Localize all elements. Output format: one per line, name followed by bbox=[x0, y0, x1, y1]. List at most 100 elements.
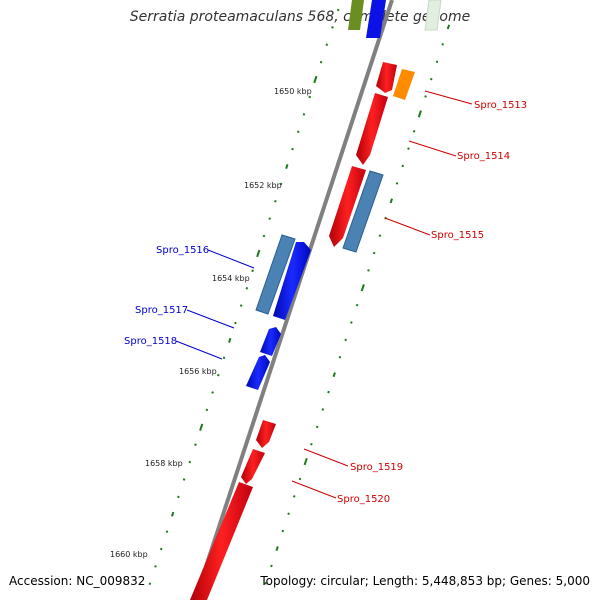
tick-mark bbox=[319, 60, 323, 64]
tick-mark bbox=[296, 130, 300, 133]
tick-mark bbox=[274, 200, 277, 203]
tick-mark bbox=[331, 26, 334, 29]
tick-mark bbox=[367, 269, 370, 272]
tick-mark bbox=[412, 130, 416, 133]
gene-spro-1519 bbox=[256, 420, 276, 448]
gene-spro-1518 bbox=[246, 355, 270, 390]
tick-mark bbox=[177, 495, 180, 499]
tick-mark bbox=[355, 303, 359, 307]
tick-mark bbox=[315, 425, 319, 429]
tick-mark bbox=[279, 182, 283, 186]
tick-mark bbox=[302, 113, 306, 116]
leader-spro-1520 bbox=[291, 480, 337, 499]
tick-mark bbox=[268, 217, 271, 220]
gene-spro-1520-small bbox=[241, 449, 265, 484]
tick-mark bbox=[407, 147, 410, 150]
leader-spro-1518 bbox=[175, 340, 223, 360]
tick-mark bbox=[281, 529, 285, 533]
tick-mark bbox=[154, 565, 157, 568]
tick-mark bbox=[264, 582, 267, 585]
leader-spro-1514 bbox=[408, 140, 457, 157]
gene-spro-1516-rna bbox=[255, 234, 296, 315]
tick-mark bbox=[372, 251, 376, 255]
gene-spro-1516 bbox=[273, 242, 311, 320]
scale-label-1650: 1650 kbp bbox=[274, 87, 312, 96]
gene-label-spro-1518[interactable]: Spro_1518 bbox=[124, 336, 177, 347]
tick-mark bbox=[395, 182, 399, 185]
tick-mark bbox=[424, 95, 427, 98]
tick-mark bbox=[199, 423, 204, 431]
tick-mark bbox=[298, 477, 302, 481]
scale-label-1660: 1660 kbp bbox=[110, 550, 148, 559]
gene-orange bbox=[393, 69, 415, 100]
tick-mark bbox=[338, 356, 342, 359]
tick-mark bbox=[430, 77, 433, 81]
gene-label-spro-1513[interactable]: Spro_1513 bbox=[474, 100, 527, 111]
tick-mark bbox=[222, 356, 226, 360]
leader-spro-1516 bbox=[207, 249, 255, 269]
gene-spro-1520 bbox=[190, 482, 253, 600]
gene-label-spro-1519[interactable]: Spro_1519 bbox=[350, 462, 403, 473]
tick-mark bbox=[165, 530, 169, 533]
scale-label-1656: 1656 kbp bbox=[179, 367, 217, 376]
gene-spro-1515-rna bbox=[342, 170, 384, 253]
gene-spro-1517 bbox=[260, 327, 281, 356]
tick-mark bbox=[245, 286, 249, 290]
tick-mark bbox=[275, 546, 279, 551]
tick-mark bbox=[239, 304, 243, 307]
tick-mark bbox=[321, 408, 325, 411]
tick-mark bbox=[350, 321, 353, 324]
accession-text: Accession: NC_009832 bbox=[9, 574, 146, 588]
gene-label-spro-1515[interactable]: Spro_1515 bbox=[431, 230, 484, 241]
gene-label-spro-1520[interactable]: Spro_1520 bbox=[337, 494, 390, 505]
tick-mark bbox=[262, 234, 266, 238]
tick-mark bbox=[270, 564, 273, 568]
leader-spro-1517 bbox=[186, 309, 235, 329]
tick-mark bbox=[327, 390, 330, 394]
tick-mark bbox=[287, 512, 290, 516]
tick-mark bbox=[188, 460, 192, 464]
tick-mark bbox=[389, 198, 393, 204]
tick-mark bbox=[332, 372, 336, 378]
tick-mark bbox=[446, 24, 451, 30]
tick-mark bbox=[435, 60, 439, 63]
tick-mark bbox=[313, 75, 318, 84]
leader-spro-1513 bbox=[424, 90, 473, 105]
tick-mark bbox=[182, 478, 186, 481]
tick-mark bbox=[308, 95, 311, 99]
tick-mark bbox=[291, 147, 294, 151]
gene-label-spro-1516[interactable]: Spro_1516 bbox=[156, 245, 209, 256]
gene-spro-1514 bbox=[356, 93, 388, 165]
tick-mark bbox=[194, 443, 197, 446]
tick-mark bbox=[344, 338, 347, 342]
tick-mark bbox=[325, 43, 329, 47]
tick-mark bbox=[441, 43, 444, 46]
genome-summary-text: Topology: circular; Length: 5,448,853 bp… bbox=[260, 574, 590, 588]
tick-mark bbox=[228, 337, 232, 343]
tick-mark bbox=[217, 373, 220, 377]
gene-label-spro-1517[interactable]: Spro_1517 bbox=[135, 305, 188, 316]
tick-mark bbox=[234, 321, 237, 325]
tick-mark bbox=[401, 164, 405, 168]
tick-mark bbox=[303, 457, 308, 466]
gene-spro-1513-arrow bbox=[376, 62, 397, 93]
tick-marks bbox=[148, 8, 451, 586]
genome-backbone bbox=[193, 0, 394, 600]
tick-mark bbox=[148, 582, 152, 586]
tick-mark bbox=[310, 442, 313, 446]
gene-olive bbox=[348, 0, 364, 30]
tick-mark bbox=[378, 234, 382, 237]
gene-label-spro-1514[interactable]: Spro_1514 bbox=[457, 151, 510, 162]
scale-label-1654: 1654 kbp bbox=[212, 274, 250, 283]
scale-label-1652: 1652 kbp bbox=[244, 181, 282, 190]
tick-mark bbox=[159, 547, 163, 551]
tick-mark bbox=[360, 284, 365, 292]
tick-mark bbox=[251, 269, 254, 273]
tick-mark bbox=[417, 110, 422, 118]
tick-mark bbox=[336, 8, 340, 12]
tick-mark bbox=[170, 511, 175, 517]
tick-mark bbox=[293, 495, 296, 498]
leader-spro-1515 bbox=[384, 217, 431, 236]
scale-label-1658: 1658 kbp bbox=[145, 459, 183, 468]
